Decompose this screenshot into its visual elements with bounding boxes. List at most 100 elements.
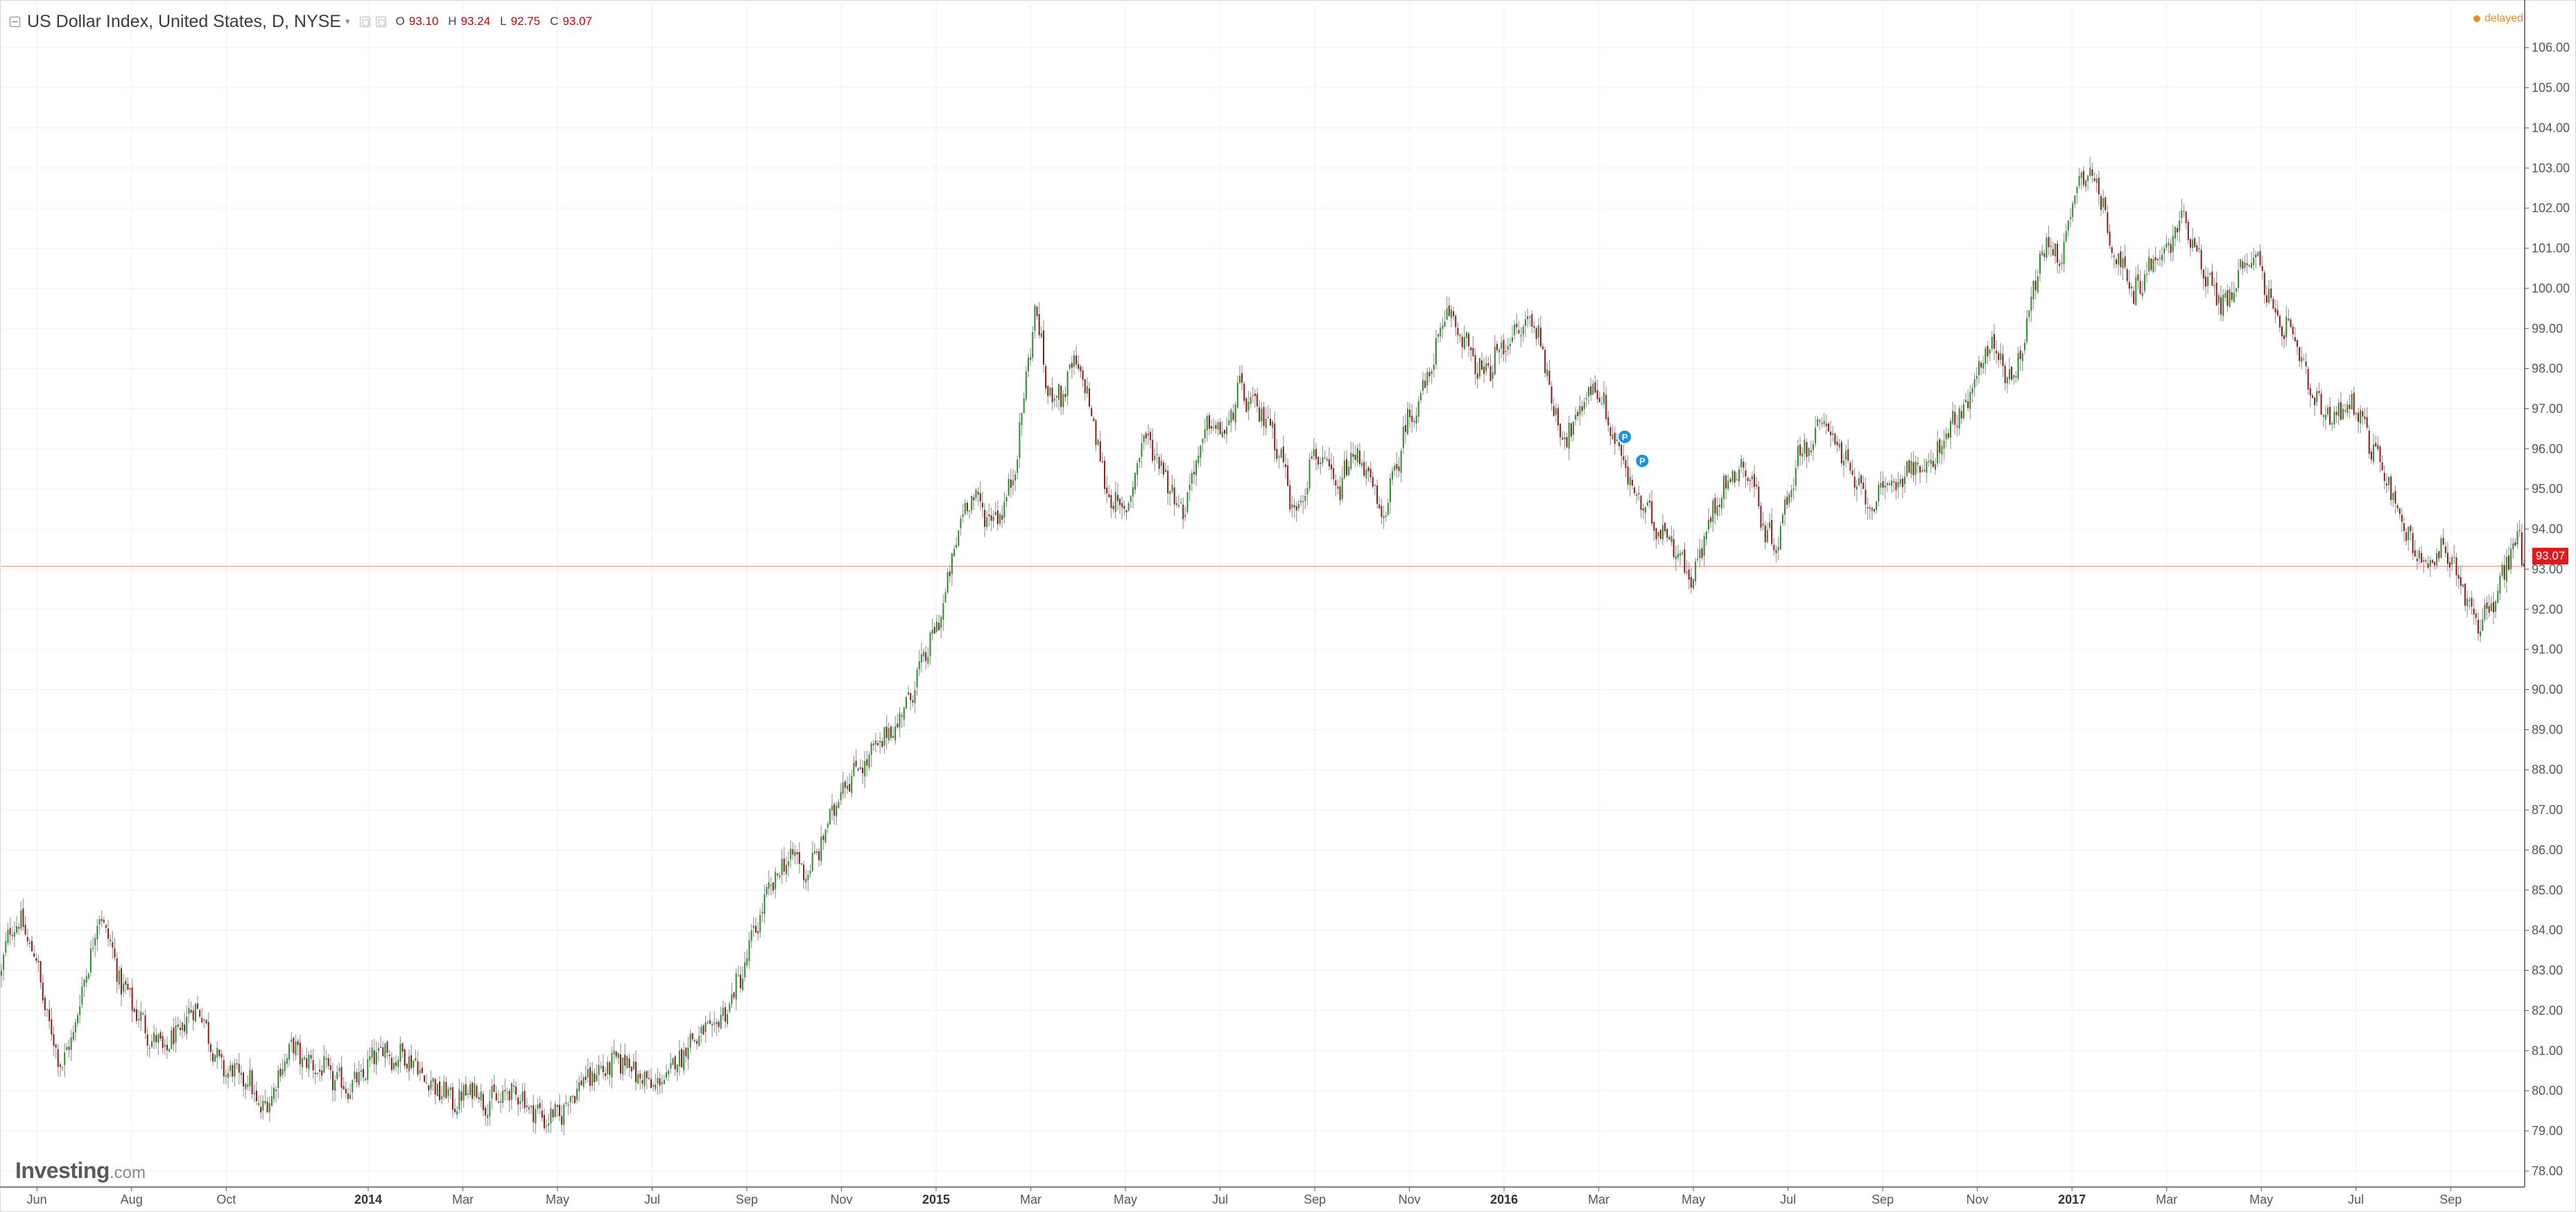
y-tick-label: 78.00: [2532, 1164, 2563, 1178]
candle-body: [1579, 405, 1581, 415]
hide-icon[interactable]: [375, 16, 386, 27]
symbol-title[interactable]: US Dollar Index, United States, D, NYSE: [27, 11, 341, 31]
candle-body: [2032, 281, 2034, 300]
collapse-legend-button[interactable]: [10, 16, 20, 27]
investing-logo[interactable]: Investing .com: [15, 1158, 146, 1184]
candle-body: [548, 1123, 550, 1126]
x-tick-label: May: [2249, 1193, 2273, 1206]
candle-body: [1424, 381, 1426, 388]
candle-body: [434, 1079, 436, 1095]
candle-body: [2093, 178, 2095, 181]
logo-main: Investing: [15, 1158, 110, 1183]
candle-body: [1705, 531, 1707, 539]
candle-body: [2163, 248, 2166, 254]
candle-body: [1106, 487, 1108, 494]
candle-body: [245, 1084, 247, 1089]
candle-body: [388, 1055, 390, 1057]
settings-icon[interactable]: [359, 16, 370, 27]
candle-body: [1668, 537, 1670, 540]
candle-body: [2213, 285, 2215, 286]
candle-body: [768, 882, 770, 889]
candle-body: [1411, 415, 1413, 422]
candle-body: [1413, 421, 1415, 422]
candle-body: [803, 864, 805, 881]
candle-body: [463, 1085, 465, 1100]
candle-body: [2026, 318, 2028, 343]
candle-body: [996, 510, 999, 524]
candle-body: [521, 1091, 524, 1102]
candle-body: [1849, 462, 1851, 471]
candle-body: [935, 621, 937, 632]
candle-body: [1912, 462, 1914, 476]
candle-body: [2004, 365, 2006, 383]
candle-body: [550, 1108, 552, 1124]
x-tick-label: 2015: [922, 1193, 950, 1206]
candle-body: [1317, 457, 1320, 465]
candle-body: [2181, 210, 2183, 218]
candle-body: [1777, 546, 1779, 551]
candle-body: [62, 1066, 64, 1068]
candle-body: [74, 1022, 76, 1033]
candle-body: [277, 1070, 279, 1089]
y-tick-label: 93.00: [2532, 562, 2563, 576]
candle-body: [1792, 488, 1795, 490]
candle-body: [1976, 376, 1978, 379]
candle-body: [1066, 371, 1069, 397]
candle-body: [1842, 460, 1844, 465]
candle-body: [2305, 361, 2307, 367]
candle-body: [1878, 485, 1880, 501]
candle-body: [1845, 451, 1847, 460]
candle-body: [798, 851, 800, 864]
candle-body: [236, 1063, 238, 1065]
y-tick-label: 96.00: [2532, 442, 2563, 456]
candle-body: [885, 727, 888, 738]
candle-body: [70, 1037, 72, 1050]
candle-body: [600, 1066, 602, 1068]
candle-body: [1171, 485, 1173, 492]
candle-body: [2054, 243, 2056, 257]
candle-body: [325, 1058, 327, 1059]
candle-body: [1775, 550, 1777, 553]
candle-body: [1308, 459, 1311, 489]
candle-body: [2080, 173, 2082, 178]
candle-body: [872, 743, 874, 745]
candle-body: [1731, 471, 1734, 482]
x-tick-label: Sep: [736, 1193, 758, 1206]
y-tick-label: 98.00: [2532, 362, 2563, 376]
candle-body: [602, 1066, 604, 1073]
candle-body: [1507, 346, 1509, 350]
candle-body: [1869, 508, 1871, 509]
candle-body: [596, 1074, 598, 1082]
candle-body: [853, 763, 855, 777]
candle-body: [994, 512, 996, 515]
candle-body: [22, 908, 24, 927]
chevron-down-icon[interactable]: ▾: [345, 16, 350, 26]
candle-body: [1437, 334, 1440, 337]
candle-body: [1557, 408, 1559, 426]
candle-body: [999, 514, 1001, 524]
candle-body: [1906, 461, 1908, 476]
candle-body: [2065, 231, 2067, 242]
candle-body: [526, 1105, 528, 1107]
x-tick-label: Jul: [1212, 1193, 1228, 1206]
candle-body: [199, 1010, 201, 1017]
candle-body: [1745, 470, 1747, 477]
candle-body: [1152, 440, 1154, 461]
candle-body: [1361, 462, 1363, 466]
candle-body: [1749, 479, 1751, 481]
candle-body: [1880, 483, 1882, 487]
x-tick-label: Nov: [1399, 1193, 1421, 1206]
candle-body: [822, 836, 824, 840]
candle-body: [807, 874, 809, 881]
candle-body: [1697, 559, 1699, 560]
candle-body: [110, 940, 112, 942]
candle-body: [847, 785, 849, 790]
candle-body: [2283, 335, 2285, 340]
candle-body: [1577, 411, 1579, 417]
candle-body: [1703, 536, 1705, 556]
candle-body: [1607, 417, 1609, 426]
low-value: 92.75: [510, 15, 541, 28]
candle-body: [443, 1081, 445, 1097]
candle-body: [168, 1048, 171, 1052]
